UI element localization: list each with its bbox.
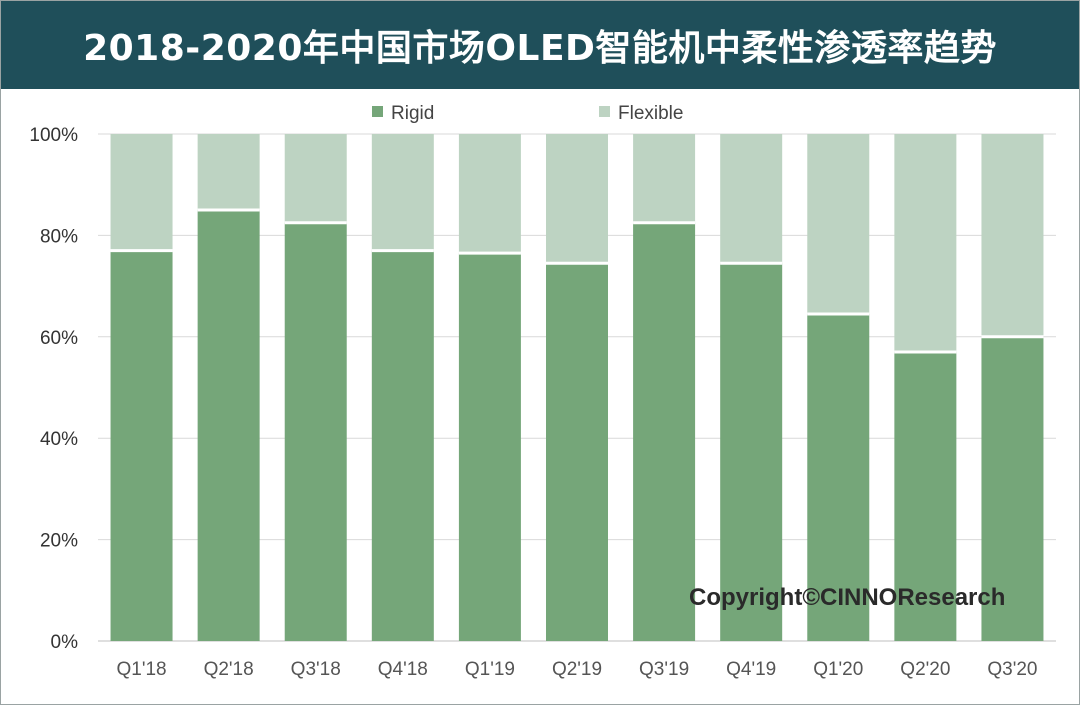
bar-flexible-4 (458, 134, 521, 254)
bar-rigid-10 (981, 336, 1044, 641)
bar-flexible-1 (197, 134, 260, 211)
bar-rigid-7 (720, 263, 783, 641)
bar-rigid-3 (371, 250, 434, 642)
bar-flexible-3 (371, 134, 434, 251)
x-tick-label: Q2'18 (204, 659, 254, 680)
bar-flexible-7 (720, 134, 783, 264)
bar-flexible-0 (110, 134, 173, 251)
copyright-watermark: Copyright©CINNOResearch (689, 584, 1005, 611)
bar-flexible-9 (894, 134, 957, 353)
title-bar: 2018-2020年中国市场OLED智能机中柔性渗透率趋势 (1, 1, 1079, 89)
x-tick-label: Q3'20 (987, 659, 1037, 680)
bar-rigid-5 (546, 263, 608, 641)
y-tick-label: 40% (40, 429, 78, 450)
bar-flexible-2 (284, 134, 347, 223)
x-tick-label: Q3'19 (639, 659, 689, 680)
bar-rigid-2 (284, 222, 347, 641)
bar-flexible-10 (981, 134, 1044, 337)
bar-rigid-8 (807, 313, 870, 641)
x-tick-label: Q1'18 (116, 659, 166, 680)
y-tick-label: 20% (40, 531, 78, 552)
x-tick-label: Q2'19 (552, 659, 602, 680)
x-tick-label: Q3'18 (291, 659, 341, 680)
x-tick-label: Q1'19 (465, 659, 515, 680)
y-tick-label: 80% (40, 226, 78, 247)
legend-label-rigid: Rigid (391, 103, 434, 124)
bar-rigid-9 (894, 352, 957, 641)
legend-swatch-flexible (599, 106, 610, 117)
legend-swatch-rigid (372, 106, 383, 117)
bar-flexible-5 (546, 134, 608, 264)
x-tick-label: Q4'18 (378, 659, 428, 680)
bar-flexible-6 (633, 134, 696, 223)
bar-rigid-0 (110, 250, 173, 642)
bar-rigid-6 (633, 222, 696, 641)
x-tick-label: Q2'20 (900, 659, 950, 680)
x-tick-label: Q1'20 (813, 659, 863, 680)
bar-flexible-8 (807, 134, 870, 314)
x-tick-label: Q4'19 (726, 659, 776, 680)
y-tick-label: 0% (51, 632, 79, 653)
bar-rigid-1 (197, 210, 260, 642)
y-tick-label: 60% (40, 328, 78, 349)
legend-label-flexible: Flexible (618, 103, 683, 124)
chart-title: 2018-2020年中国市场OLED智能机中柔性渗透率趋势 (83, 28, 997, 69)
bar-rigid-4 (458, 253, 521, 641)
y-tick-label: 100% (29, 125, 78, 146)
